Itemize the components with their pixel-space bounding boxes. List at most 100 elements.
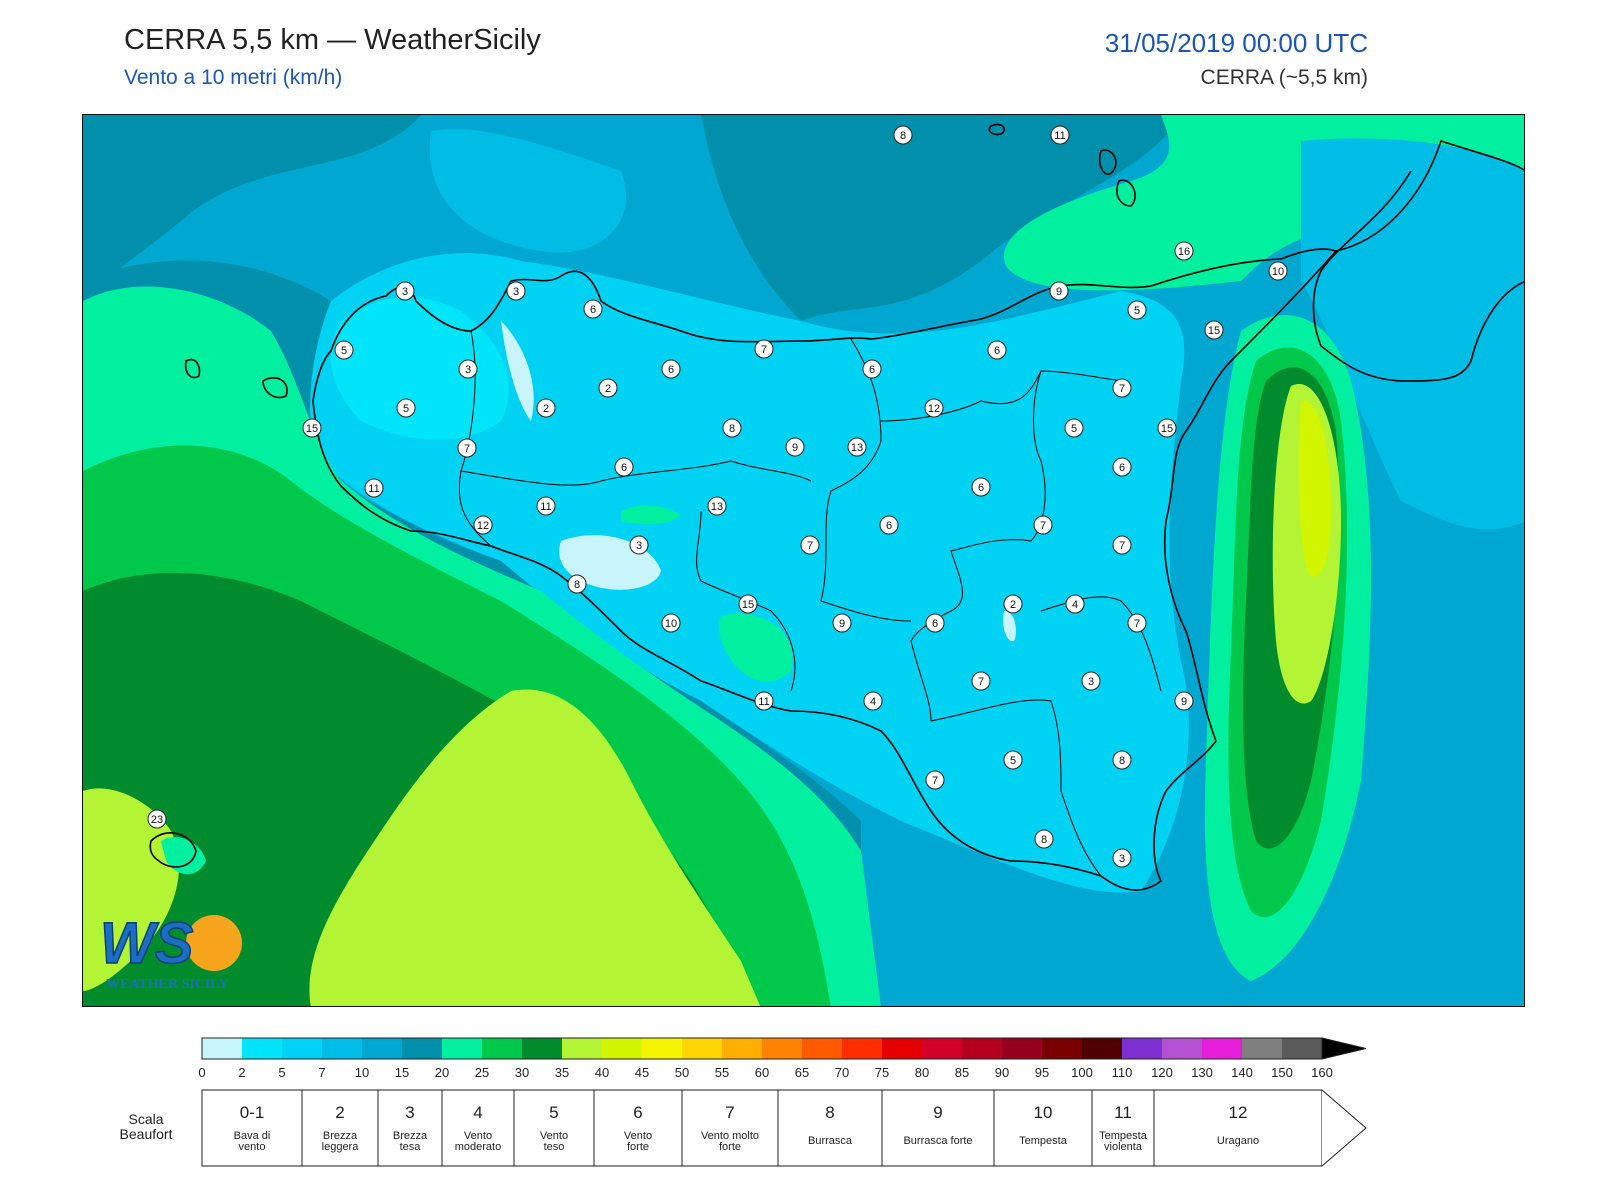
pantelleria-coast	[149, 832, 197, 868]
colorbar-segment	[642, 1038, 683, 1059]
colorbar-tick-label: 7	[318, 1065, 325, 1080]
egadi-1	[184, 358, 201, 379]
station-circle	[754, 339, 774, 359]
station-marker: 13	[847, 437, 867, 457]
station-circle	[364, 478, 384, 498]
station-marker: 11	[1050, 125, 1070, 145]
station-circle	[629, 535, 649, 555]
beaufort-level: 11 Tempesta violenta	[1091, 1089, 1155, 1167]
border-pa-cl	[820, 338, 912, 622]
colorbar-segment	[762, 1038, 803, 1059]
station-marker: 9	[1174, 691, 1194, 711]
field-n-light	[429, 129, 627, 253]
colorbar-tick-label: 40	[595, 1065, 609, 1080]
station-value: 15	[1161, 423, 1173, 435]
colorbar-tick-label: 100	[1071, 1065, 1093, 1080]
station-marker: 16	[1174, 241, 1194, 261]
station-value: 6	[886, 520, 892, 532]
station-value: 9	[1056, 286, 1062, 298]
beaufort-description: Vento moderato	[455, 1130, 501, 1153]
calabria-coast	[1312, 140, 1524, 382]
station-value: 12	[928, 403, 940, 415]
coastlines	[149, 123, 1524, 891]
station-value: 6	[621, 462, 627, 474]
colorbar-segment	[682, 1038, 723, 1059]
station-marker: 7	[1112, 535, 1132, 555]
station-circle	[147, 809, 167, 829]
station-circle	[1065, 594, 1085, 614]
station-circle	[987, 340, 1007, 360]
field-n-dark	[701, 115, 1181, 321]
station-circle	[1174, 241, 1194, 261]
colorbar-segment	[722, 1038, 763, 1059]
station-value: 2	[543, 403, 549, 415]
beaufort-description: Uragano	[1217, 1135, 1259, 1147]
station-marker: 6	[661, 359, 681, 379]
station-circle	[1112, 750, 1132, 770]
station-marker: 3	[1112, 848, 1132, 868]
beaufort-number: 4	[473, 1103, 482, 1122]
station-value: 10	[665, 618, 677, 630]
field-west-30	[83, 788, 180, 991]
station-value: 6	[994, 345, 1000, 357]
ustica-coast	[988, 123, 1006, 136]
beaufort-description: Vento molto forte	[701, 1130, 759, 1153]
station-marker: 7	[1112, 378, 1132, 398]
station-marker: 11	[536, 496, 556, 516]
station-marker: 15	[1204, 320, 1224, 340]
colorbar-frame	[201, 1037, 1323, 1060]
station-value: 3	[465, 364, 471, 376]
station-circle	[925, 613, 945, 633]
station-circle	[1157, 418, 1177, 438]
colorbar-segment	[242, 1038, 283, 1059]
colorbar-tick-label: 160	[1311, 1065, 1333, 1080]
beaufort-description: Burrasca forte	[903, 1135, 972, 1147]
station-value: 3	[513, 286, 519, 298]
logo-text: WEATHER SICILY	[106, 977, 229, 992]
station-value: 7	[1119, 540, 1125, 552]
colorbar-segment	[1282, 1038, 1323, 1059]
station-marker: 15	[302, 418, 322, 438]
field-canicatti-green	[718, 613, 793, 682]
station-marker: 7	[1127, 613, 1147, 633]
beaufort-level: 7 Vento molto forte	[681, 1089, 779, 1167]
wind-map-canvas: 8 11 16 10 3 3 6 7 9 5 15 5 3 2 6 6 6 7 5 2 15 7 8 9 13 12 5 15 6 6 6 1…	[83, 115, 1524, 1006]
station-marker: 5	[334, 340, 354, 360]
beaufort-number: 9	[933, 1103, 942, 1122]
station-marker: 8	[722, 418, 742, 438]
station-value: 6	[869, 364, 875, 376]
station-value: 16	[1178, 246, 1190, 258]
station-marker: 7	[754, 339, 774, 359]
colorbar-segment	[802, 1038, 843, 1059]
station-marker: 12	[473, 515, 493, 535]
colorbar-segment	[1002, 1038, 1043, 1059]
station-value: 7	[807, 540, 813, 552]
station-value: 4	[1072, 599, 1078, 611]
beaufort-box	[993, 1089, 1093, 1167]
beaufort-number: 8	[825, 1103, 834, 1122]
egadi-2	[262, 377, 288, 399]
colorbar-tick-label: 65	[795, 1065, 809, 1080]
station-circle	[1033, 515, 1053, 535]
station-value: 3	[1119, 853, 1125, 865]
colorbar-tick-label: 45	[635, 1065, 649, 1080]
station-value: 7	[464, 443, 470, 455]
beaufort-number: 10	[1034, 1103, 1053, 1122]
beaufort-level: 3 Brezza tesa	[377, 1089, 443, 1167]
station-marker: 3	[506, 281, 526, 301]
station-circle	[785, 437, 805, 457]
station-circle	[536, 398, 556, 418]
beaufort-box	[1091, 1089, 1155, 1167]
colorbar-tick-label: 5	[278, 1065, 285, 1080]
colorbar-segment	[1162, 1038, 1203, 1059]
station-value: 7	[761, 344, 767, 356]
station-value: 9	[839, 618, 845, 630]
station-value: 9	[792, 442, 798, 454]
logo-sun	[186, 915, 242, 971]
station-value: 4	[870, 696, 876, 708]
beaufort-description: Bava di vento	[234, 1130, 271, 1153]
station-value: 8	[900, 130, 906, 142]
colorbar-tick-label: 35	[555, 1065, 569, 1080]
beaufort-label: Scala Beaufort	[108, 1112, 184, 1142]
station-marker: 6	[925, 613, 945, 633]
